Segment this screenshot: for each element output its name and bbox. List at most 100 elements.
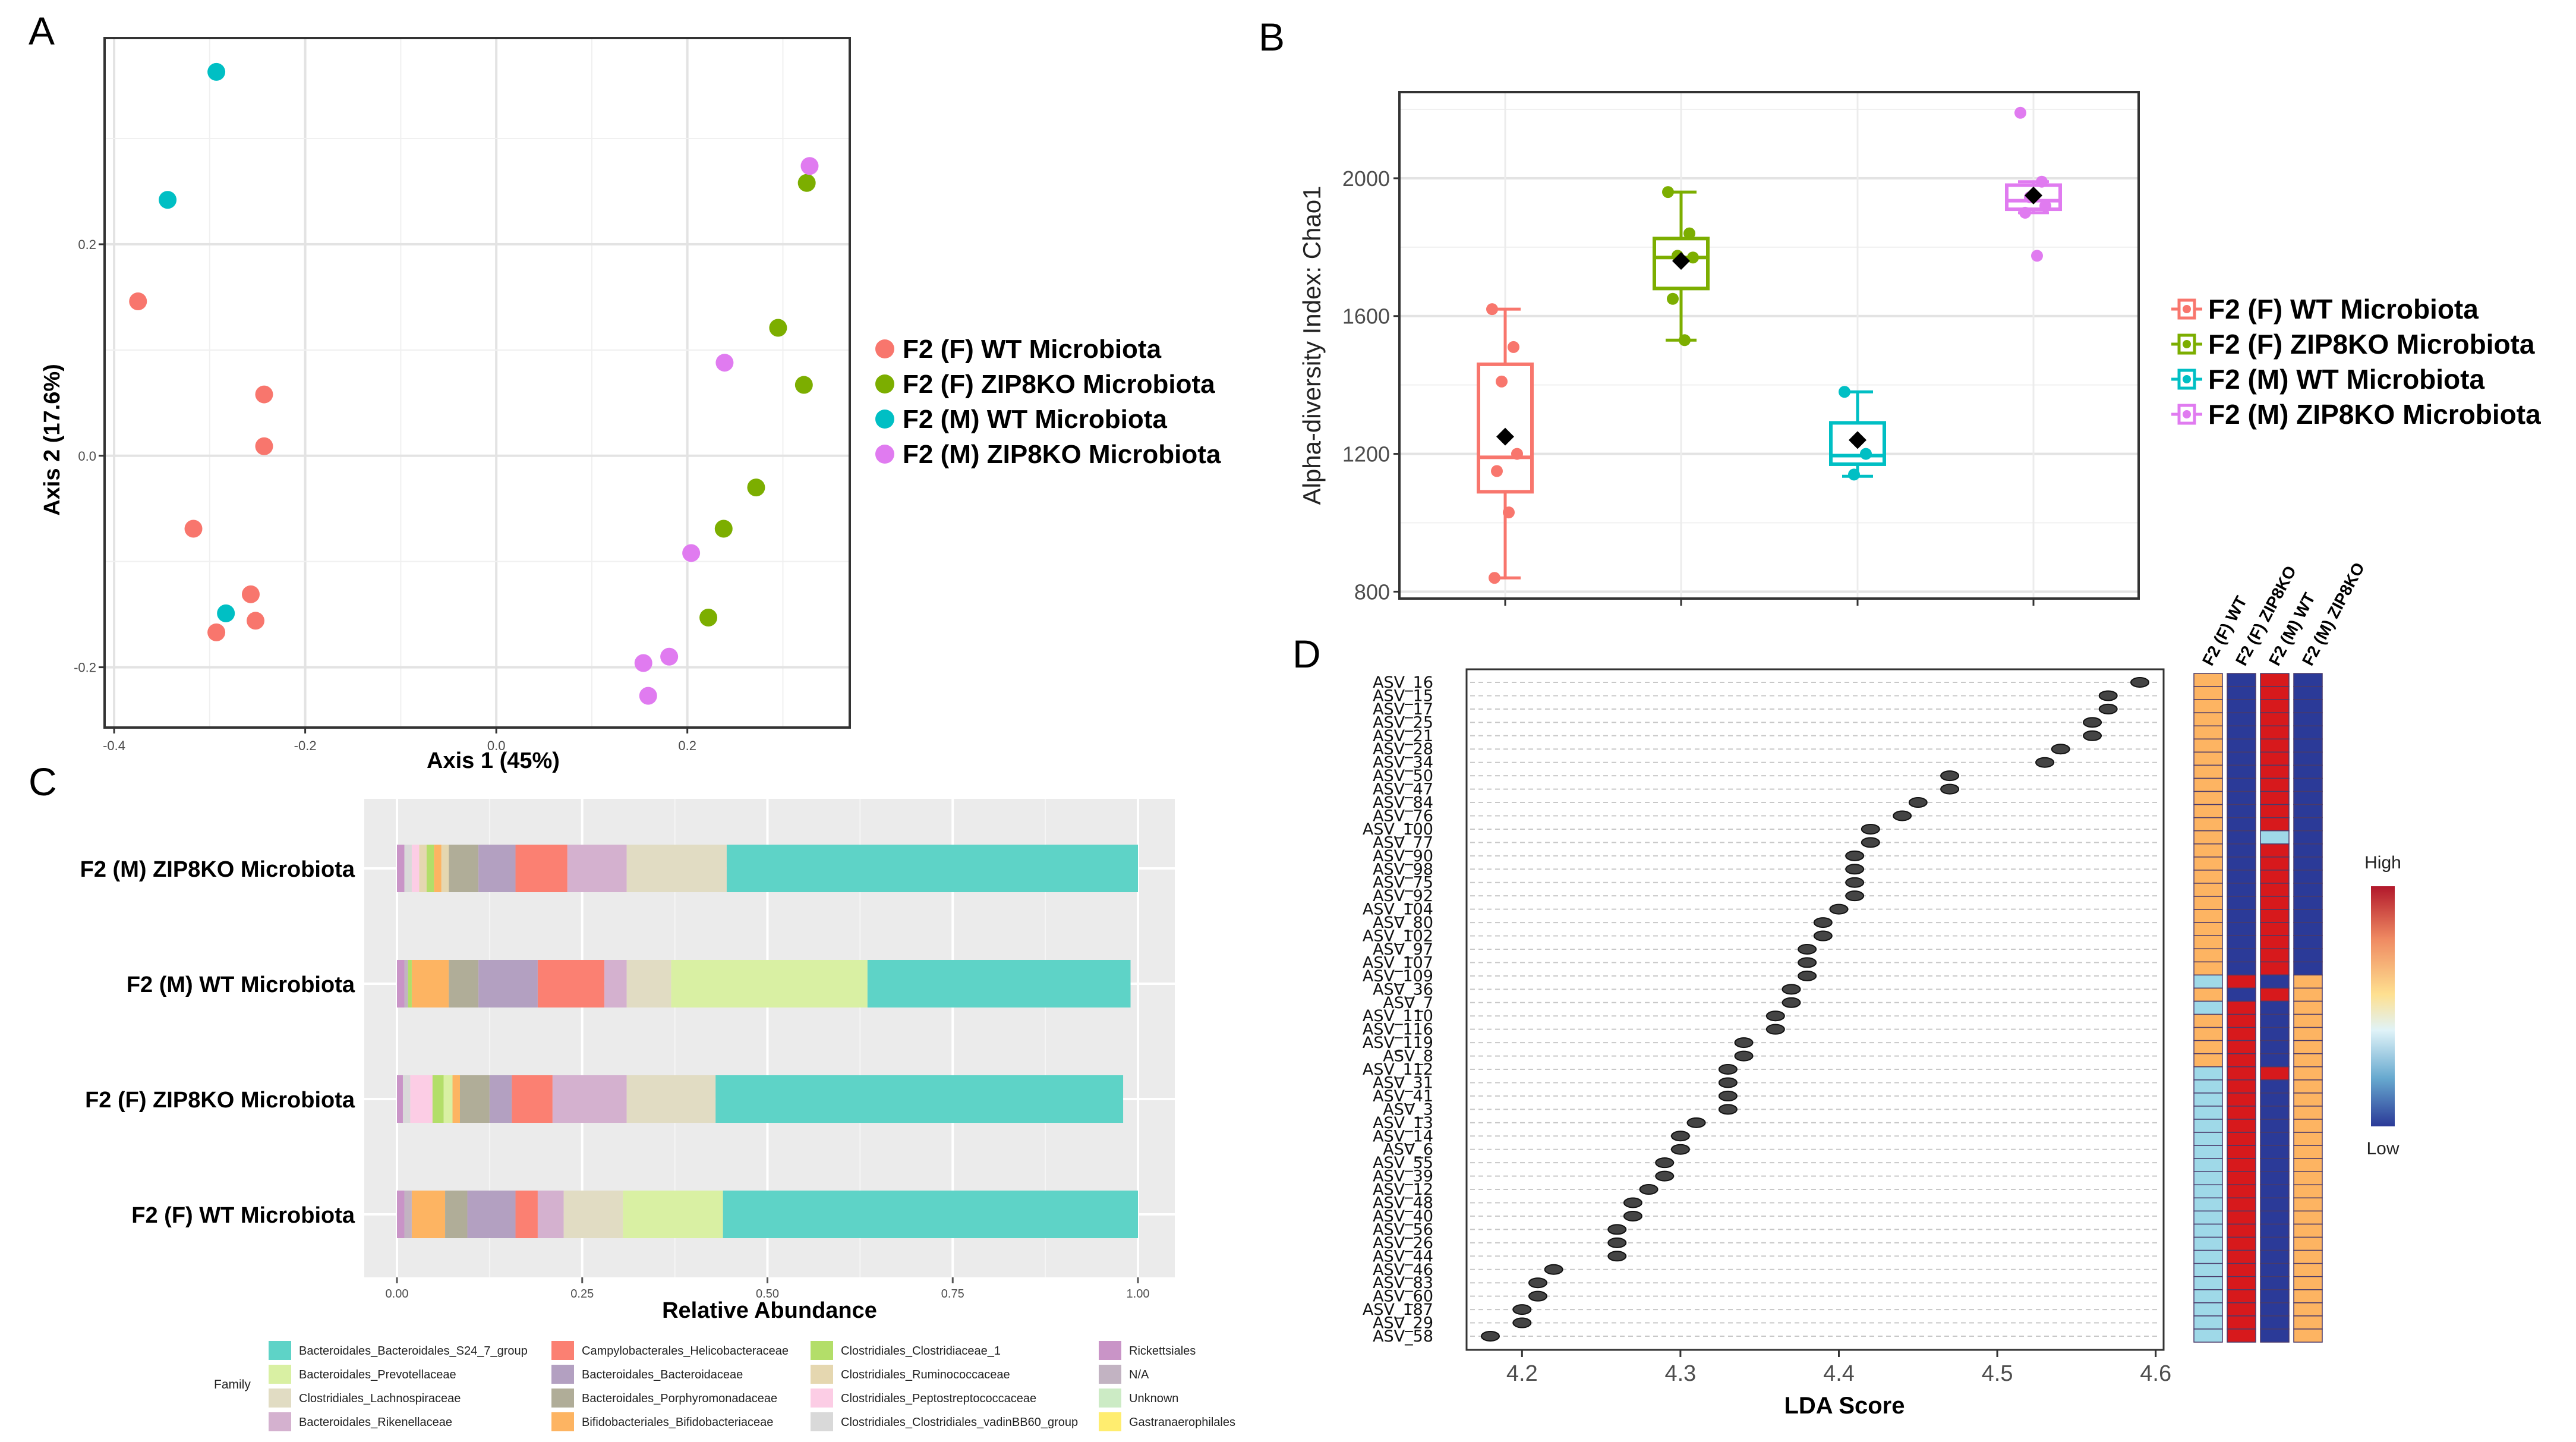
d-lda-point	[1782, 984, 1801, 995]
d-heatmap-cell	[2227, 1262, 2256, 1277]
d-heatmap-cell	[2193, 1184, 2223, 1199]
d-heatmap-cell	[2193, 987, 2223, 1002]
d-asv-label: ASV_50	[1373, 767, 1433, 785]
d-heatmap-cell	[2293, 1210, 2323, 1225]
c-bar-segment	[404, 1191, 412, 1238]
a-y-tick-label: -0.2	[74, 660, 96, 675]
c-legend-title: Family	[214, 1378, 251, 1391]
d-heatmap-cell	[2260, 764, 2290, 779]
d-heatmap-cell	[2260, 857, 2290, 871]
d-lda-point	[1718, 1064, 1738, 1075]
a-data-point	[255, 437, 273, 455]
c-category-label: F2 (F) ZIP8KO Microbiota	[85, 1088, 355, 1113]
c-legend-label: Bacteroidales_Prevotellaceae	[299, 1368, 456, 1381]
c-bar-segment	[397, 1191, 405, 1238]
d-lda-point	[1861, 837, 1880, 848]
c-legend-label: Bacteroidales_Porphyromonadaceae	[582, 1392, 777, 1405]
c-legend-key	[811, 1341, 833, 1360]
d-heatmap-cell	[2260, 1328, 2290, 1343]
a-data-point	[800, 157, 819, 175]
d-heatmap-cell	[2227, 1302, 2256, 1317]
b-data-point	[1508, 341, 1519, 353]
b-data-point	[1679, 334, 1691, 347]
a-legend-key	[875, 339, 894, 358]
c-bar-segment	[489, 1075, 512, 1123]
d-asv-label: ASV_100	[1363, 820, 1433, 839]
d-heatmap-cell	[2193, 870, 2223, 884]
d-asv-label: ASV_41	[1373, 1087, 1433, 1106]
d-asv-label: ASV_13	[1373, 1114, 1433, 1132]
d-heatmap-cell	[2193, 817, 2223, 832]
d-asv-label: ASV_112	[1363, 1060, 1433, 1079]
d-asv-label: ASV_8	[1383, 1047, 1433, 1066]
d-heatmap-cell	[2227, 1079, 2256, 1094]
d-asv-label: ASV_97	[1373, 940, 1433, 959]
b-legend-key-box	[2177, 333, 2196, 355]
b-data-point	[2039, 200, 2051, 212]
c-bar-segment	[419, 845, 427, 892]
c-bar-segment	[478, 845, 516, 892]
c-bar-segment	[604, 960, 627, 1007]
d-lda-point	[2083, 717, 2102, 728]
d-heatmap-cell	[2293, 1197, 2323, 1212]
d-lda-point	[1940, 770, 1960, 782]
d-lda-point	[2098, 690, 2118, 701]
d-heatmap-cell	[2227, 1315, 2256, 1330]
d-lda-point	[1670, 1131, 1690, 1142]
d-lda-point	[1480, 1331, 1500, 1342]
d-heatmap-cell	[2193, 896, 2223, 910]
c-bar-segment	[478, 960, 538, 1007]
d-heatmap-cell	[2293, 686, 2323, 700]
d-x-axis-title: LDA Score	[1784, 1393, 1905, 1419]
d-heatmap-cell	[2293, 751, 2323, 766]
d-heatmap-cell	[2293, 1171, 2323, 1186]
d-heatmap-cell	[2293, 1000, 2323, 1015]
d-heatmap-cell	[2293, 1262, 2323, 1277]
d-heatmap-cell	[2260, 1040, 2290, 1054]
d-asv-label: ASV_58	[1373, 1327, 1433, 1346]
d-heatmap-cell	[2260, 1013, 2290, 1028]
d-asv-label: ASV_110	[1363, 1007, 1433, 1025]
d-heatmap-cell	[2227, 712, 2256, 726]
d-lda-point	[2083, 730, 2102, 741]
d-lda-point	[1512, 1317, 1532, 1328]
d-heatmap-cell	[2293, 817, 2323, 832]
pcoa-scatter-plot: -0.4 -0.2 0.0 0.2 -0.2 0.0 0.2 Axis 1 (45%) Ax…	[40, 37, 1221, 773]
c-legend-label: Bacteroidales_Rikenellaceae	[299, 1416, 452, 1429]
d-asv-label: ASV_55	[1373, 1154, 1433, 1172]
d-lda-point	[1718, 1077, 1738, 1088]
a-data-point	[769, 319, 787, 337]
c-category-label: F2 (M) WT Microbiota	[127, 972, 355, 997]
d-heatmap-cell	[2293, 738, 2323, 753]
a-data-point	[255, 385, 273, 404]
d-heatmap-cell	[2260, 1249, 2290, 1264]
d-lda-point	[1908, 797, 1928, 808]
d-asv-label: ASV_31	[1373, 1073, 1433, 1092]
d-heatmap-cell	[2293, 1013, 2323, 1028]
b-mean-marker	[2025, 186, 2042, 204]
d-heatmap-cell	[2293, 791, 2323, 805]
d-heatmap-cell	[2293, 974, 2323, 989]
b-data-point	[1489, 572, 1500, 584]
c-legend-key	[551, 1389, 574, 1408]
d-x-tick-label: 4.3	[1664, 1361, 1696, 1386]
d-heatmap-cell	[2227, 974, 2256, 989]
d-heatmap-cell	[2227, 1040, 2256, 1054]
d-heatmap-cell	[2260, 830, 2290, 845]
c-bar-segment	[626, 960, 671, 1007]
d-heatmap-cell	[2260, 1145, 2290, 1159]
d-x-tick-label: 4.2	[1506, 1361, 1538, 1386]
b-data-point	[2019, 206, 2031, 219]
d-lda-point	[1528, 1290, 1547, 1302]
d-heatmap-cell	[2193, 764, 2223, 779]
d-heatmap-cell	[2293, 1066, 2323, 1081]
a-legend-label: F2 (F) ZIP8KO Microbiota	[903, 370, 1215, 399]
c-legend-key	[269, 1389, 291, 1408]
d-heatmap-cell	[2193, 1013, 2223, 1028]
c-bar-segment	[515, 845, 567, 892]
d-x-tick-label: 4.6	[2140, 1361, 2171, 1386]
d-asv-label: ASV_39	[1373, 1167, 1433, 1186]
d-heatmap-cell	[2193, 935, 2223, 949]
c-category-label: F2 (F) WT Microbiota	[131, 1203, 355, 1228]
d-heatmap-cell	[2260, 817, 2290, 832]
